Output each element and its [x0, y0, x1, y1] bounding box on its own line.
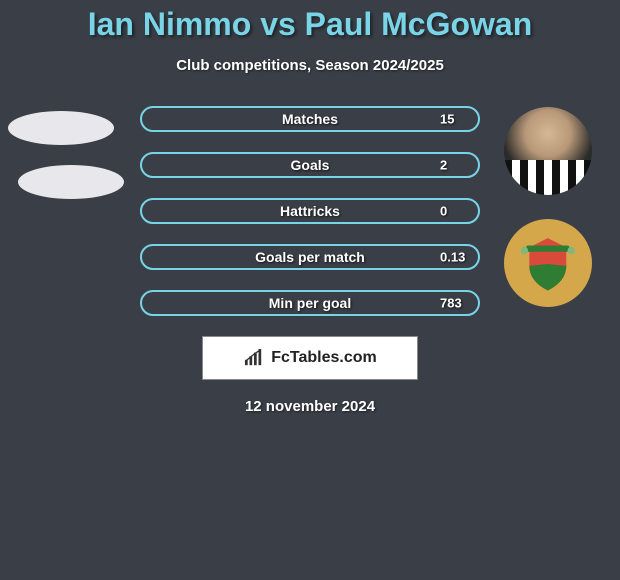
stat-value-right: 0	[440, 204, 447, 219]
stat-value-right: 783	[440, 296, 462, 311]
stat-label: Hattricks	[280, 203, 340, 219]
chart-bars-icon	[243, 349, 265, 367]
stats-area: Matches 15 Goals 2 Hattricks 0 Goals per…	[0, 106, 620, 316]
brand-attribution[interactable]: FcTables.com	[202, 336, 418, 380]
subtitle: Club competitions, Season 2024/2025	[0, 57, 620, 74]
stat-value-right: 2	[440, 158, 447, 173]
stat-bar: Matches	[140, 106, 480, 132]
stat-row: Goals 2	[0, 152, 620, 178]
stat-bar: Hattricks	[140, 198, 480, 224]
stat-row: Min per goal 783	[0, 290, 620, 316]
stat-value-right: 0.13	[440, 250, 465, 265]
stat-label: Goals	[291, 157, 330, 173]
page-title: Ian Nimmo vs Paul McGowan	[0, 0, 620, 43]
stat-label: Matches	[282, 111, 338, 127]
stat-bar: Min per goal	[140, 290, 480, 316]
stat-bar: Goals	[140, 152, 480, 178]
stat-row: Hattricks 0	[0, 198, 620, 224]
stat-label: Min per goal	[269, 295, 351, 311]
brand-text: FcTables.com	[271, 349, 377, 367]
date-text: 12 november 2024	[0, 398, 620, 415]
stat-row: Matches 15	[0, 106, 620, 132]
stat-row: Goals per match 0.13	[0, 244, 620, 270]
stat-value-right: 15	[440, 112, 454, 127]
stat-bar: Goals per match	[140, 244, 480, 270]
stat-label: Goals per match	[255, 249, 365, 265]
